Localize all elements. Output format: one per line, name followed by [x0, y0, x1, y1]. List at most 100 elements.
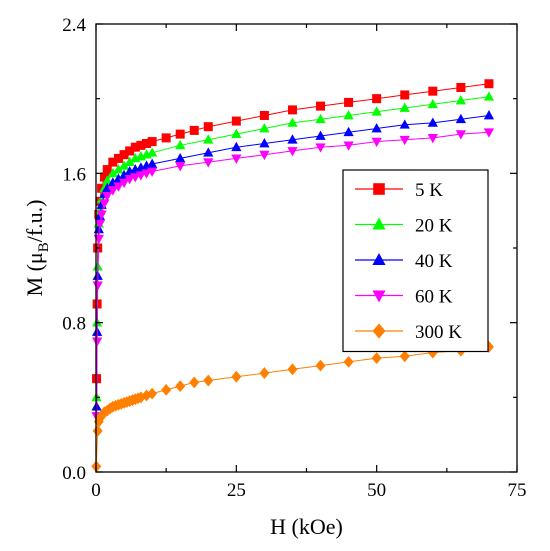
- legend-label-60k: 60 K: [415, 287, 453, 308]
- data-point-5k: [189, 125, 199, 135]
- data-point-40k: [427, 117, 438, 127]
- data-point-60k: [124, 175, 135, 185]
- data-point-300k: [231, 370, 242, 383]
- data-point-60k: [315, 143, 326, 153]
- data-point-5k: [175, 129, 185, 139]
- x-tick-label: 50: [367, 480, 386, 501]
- data-point-300k: [259, 367, 270, 379]
- data-point-40k: [455, 113, 466, 124]
- legend-marker-300k: [372, 323, 386, 339]
- x-tick-label: 25: [227, 480, 246, 501]
- data-point-5k: [456, 82, 466, 92]
- data-point-60k: [371, 137, 382, 148]
- data-point-60k: [455, 130, 466, 140]
- data-point-60k: [259, 150, 270, 161]
- data-point-60k: [203, 158, 214, 168]
- data-point-60k: [96, 210, 107, 220]
- data-point-60k: [113, 182, 124, 192]
- data-point-60k: [102, 191, 113, 202]
- data-point-20k: [175, 139, 186, 150]
- data-point-20k: [203, 134, 214, 144]
- data-point-5k: [102, 165, 112, 175]
- data-point-40k: [371, 123, 382, 133]
- y-tick-label: 1.6: [62, 164, 86, 185]
- y-tick-label: 0.8: [62, 314, 86, 335]
- data-point-60k: [483, 128, 495, 138]
- data-point-300k: [399, 350, 410, 363]
- data-point-20k: [259, 123, 270, 133]
- data-point-20k: [427, 98, 438, 109]
- legend-entry-300k: 300 K: [355, 322, 462, 343]
- data-point-5k: [203, 122, 213, 132]
- y-axis-title-main: M (μ: [22, 252, 47, 296]
- data-point-40k: [231, 141, 242, 152]
- data-point-20k: [399, 102, 410, 112]
- data-point-40k: [483, 110, 495, 120]
- data-point-40k: [175, 152, 186, 163]
- data-point-60k: [91, 337, 103, 347]
- legend-marker-40k: [372, 253, 386, 265]
- data-point-60k: [287, 147, 298, 157]
- data-point-300k: [287, 363, 298, 376]
- series-60k: [91, 128, 495, 422]
- data-point-60k: [94, 219, 106, 230]
- data-point-60k: [147, 167, 158, 177]
- data-point-40k: [287, 134, 298, 144]
- data-point-5k: [161, 133, 171, 143]
- series-layer: [91, 79, 495, 473]
- data-point-40k: [259, 138, 270, 148]
- legend-entry-5k: 5 K: [355, 180, 443, 201]
- data-point-60k: [231, 154, 242, 164]
- data-point-40k: [315, 130, 326, 140]
- data-point-40k: [343, 126, 354, 137]
- legend-box: [342, 169, 489, 353]
- y-tick-label: 0.0: [62, 463, 86, 484]
- data-point-20k: [287, 117, 298, 127]
- data-point-300k: [161, 383, 172, 396]
- data-point-20k: [455, 95, 466, 105]
- data-point-300k: [189, 376, 200, 389]
- legend-marker-20k: [372, 217, 386, 230]
- data-point-300k: [92, 425, 103, 437]
- data-point-60k: [99, 199, 110, 209]
- data-point-5k: [428, 86, 438, 96]
- data-point-20k: [343, 110, 354, 120]
- y-axis-title: M (μB/f.u.): [22, 200, 52, 297]
- legend-label-300k: 300 K: [415, 322, 462, 343]
- data-point-5k: [344, 97, 354, 107]
- data-point-5k: [316, 101, 326, 111]
- data-point-5k: [231, 116, 241, 126]
- data-point-60k: [175, 161, 186, 172]
- data-point-60k: [399, 135, 410, 146]
- legend-label-5k: 5 K: [415, 180, 443, 201]
- data-point-300k: [175, 380, 186, 393]
- data-point-20k: [483, 91, 495, 101]
- data-point-20k: [315, 113, 326, 124]
- data-point-60k: [141, 169, 152, 179]
- data-point-60k: [107, 186, 118, 196]
- series-300k: [91, 341, 494, 473]
- data-point-5k: [484, 79, 494, 89]
- data-point-300k: [343, 355, 354, 368]
- data-point-60k: [92, 281, 103, 291]
- data-point-300k: [315, 359, 326, 372]
- legend-marker-5k: [373, 183, 385, 195]
- x-axis-title: H (kOe): [270, 514, 343, 539]
- data-point-5k: [372, 94, 382, 104]
- data-point-300k: [203, 374, 214, 387]
- data-point-5k: [287, 105, 297, 115]
- legend-marker-60k: [372, 290, 386, 303]
- data-point-300k: [371, 352, 382, 365]
- legend-label-20k: 20 K: [415, 216, 453, 237]
- data-point-60k: [427, 133, 438, 144]
- y-axis-title-sub: B: [36, 242, 52, 252]
- legend-label-40k: 40 K: [415, 251, 453, 272]
- data-point-60k: [343, 141, 354, 151]
- x-tick-label: 0: [91, 480, 101, 501]
- legend-entry-40k: 40 K: [355, 251, 453, 272]
- legend: 5 K 20 K 40 K 60 K 300 K: [342, 169, 489, 353]
- x-tick-label: 75: [508, 480, 527, 501]
- data-point-60k: [130, 173, 141, 183]
- legend-entry-60k: 60 K: [355, 287, 453, 308]
